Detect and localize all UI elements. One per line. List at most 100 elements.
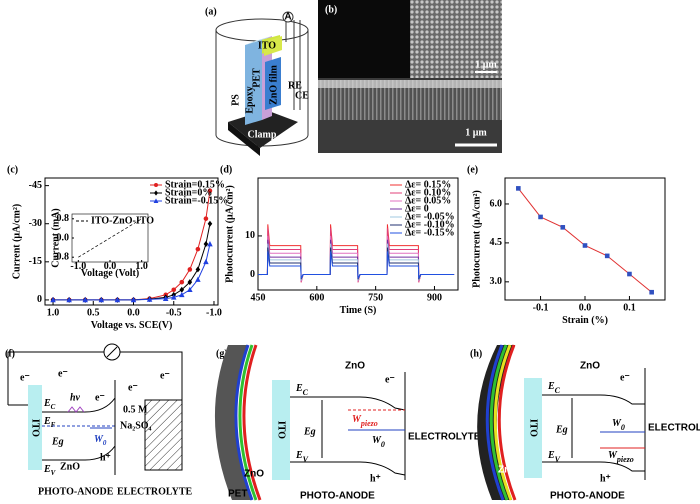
wpiezo-sub: piezo	[360, 419, 378, 428]
panel-label: (e)	[467, 164, 478, 175]
legend-label: Δε= -0.05%	[405, 211, 455, 222]
point	[207, 241, 213, 247]
y-axis-label: Current (μA/cm²)	[11, 204, 22, 279]
panel-f-label: (f)	[5, 348, 15, 359]
x-axis-label: Voltage (Volt)	[81, 268, 139, 279]
series-line	[258, 243, 455, 281]
point	[130, 296, 137, 303]
path	[42, 397, 116, 413]
wpiezo-main: W	[608, 450, 618, 461]
panel-h-anode: PHOTO-ANODE	[550, 491, 625, 502]
panel-b-scale-top: 1 μm	[475, 59, 497, 70]
series-line	[258, 224, 455, 283]
panel-f-electrolyte: ELECTROLYTE	[117, 486, 193, 497]
polyline	[120, 351, 183, 400]
point	[195, 246, 201, 252]
w0-main: W	[372, 435, 382, 446]
y-tick-label: 0	[37, 294, 42, 305]
panel-a-clamp: Clamp	[248, 129, 277, 140]
path	[214, 345, 252, 500]
point	[50, 296, 56, 303]
point	[560, 225, 566, 230]
path	[542, 394, 645, 405]
rect	[272, 380, 290, 480]
panel-f-ito: ITO	[30, 419, 41, 437]
panel-b-label: (b)	[325, 4, 337, 15]
point	[516, 186, 521, 191]
x-tick-label: -0.5	[166, 307, 182, 318]
panel-g-electrolyte: ELECTROLYTE	[408, 432, 481, 443]
text: Wpiezo	[608, 450, 634, 464]
y-tick-label: 3.0	[490, 276, 503, 287]
panel-h-zno: ZnO	[580, 361, 600, 372]
ev-sub: V	[51, 469, 57, 477]
ev-main: E	[43, 464, 51, 475]
path	[42, 445, 116, 461]
rect	[318, 80, 502, 88]
polygon	[264, 36, 282, 56]
panel-f-electron: e⁻	[20, 372, 30, 383]
wpiezo-sub: piezo	[616, 455, 634, 464]
wpiezo-main: W	[352, 414, 362, 425]
panel-h-label: (h)	[470, 348, 482, 359]
rect	[28, 385, 42, 470]
x-tick-label: -1.0	[206, 307, 222, 318]
panel-h-zno-small: ZnO	[498, 465, 518, 476]
circle	[282, 11, 294, 23]
panel-f-electron: e⁻	[58, 368, 68, 379]
x-tick-label: 0.0	[127, 307, 140, 318]
path	[493, 344, 513, 501]
y-tick-label: 0.0	[57, 232, 70, 243]
path	[542, 461, 645, 472]
path	[67, 406, 85, 413]
point	[604, 253, 610, 259]
polygon	[245, 40, 262, 125]
legend-label: Δε= 0	[405, 203, 429, 214]
polyline	[7, 351, 104, 405]
panel-a-label: (a)	[205, 6, 217, 17]
point	[195, 276, 201, 282]
w0-sub: 0	[103, 439, 107, 447]
panel-h-hole: h⁺	[600, 473, 611, 484]
polygon	[265, 57, 281, 110]
legend-marker	[153, 198, 159, 203]
panel-a-ce: CE	[295, 90, 309, 101]
series-line	[258, 228, 455, 283]
point	[82, 296, 88, 303]
point	[66, 296, 72, 303]
text: W0	[94, 434, 107, 446]
point	[170, 294, 177, 300]
path	[290, 461, 406, 476]
panel-a-ps: PS	[230, 94, 241, 106]
x-tick-label: 600	[309, 292, 324, 303]
x-tick-label: -1.0	[70, 261, 86, 272]
legend-label: Strain=0.15%	[165, 179, 225, 190]
panel-g-electron: e⁻	[385, 374, 395, 385]
ev-main: E	[295, 450, 303, 461]
ev-main: E	[547, 450, 555, 461]
panel-g-zno: ZnO	[345, 361, 365, 372]
panel-g-hole: h⁺	[370, 473, 381, 484]
point	[582, 243, 588, 248]
point	[207, 188, 213, 193]
y-tick-label: 0.8	[57, 213, 70, 224]
rect	[410, 0, 502, 78]
legend-label: Δε= -0.10%	[405, 219, 455, 230]
point	[179, 286, 185, 293]
y-axis-label: Photocurrent (μA/cm²)	[471, 190, 482, 288]
ef-main: E	[43, 416, 51, 427]
panel-f-salt: Na₂SO₄	[120, 420, 152, 431]
x-tick-label: 750	[368, 292, 383, 303]
path	[238, 344, 258, 501]
text: W0	[612, 418, 625, 432]
panel-a-zno-film: ZnO film	[268, 64, 279, 104]
panel-f-electron: e⁻	[95, 392, 105, 403]
point	[207, 220, 213, 227]
point	[98, 296, 105, 303]
point	[187, 279, 193, 286]
point	[203, 241, 209, 248]
path	[242, 344, 262, 501]
legend-label: Δε= 0.15%	[405, 179, 451, 190]
path	[485, 344, 505, 501]
